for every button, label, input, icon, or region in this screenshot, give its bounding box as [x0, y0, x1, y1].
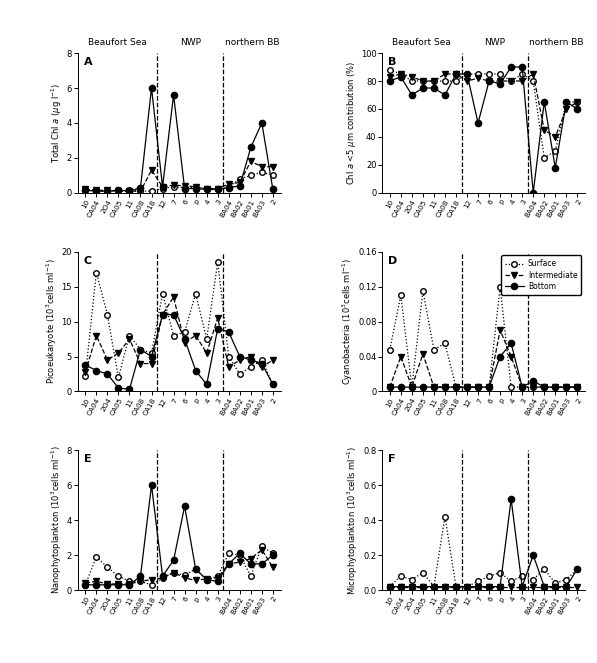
Text: B: B: [388, 57, 396, 67]
Y-axis label: Chl $a$ <5 $\mu$m contribution (%): Chl $a$ <5 $\mu$m contribution (%): [345, 61, 358, 185]
Y-axis label: Nanophytoplankton (10$^3$cells ml$^{-1}$): Nanophytoplankton (10$^3$cells ml$^{-1}$…: [50, 446, 64, 595]
Text: D: D: [388, 256, 398, 266]
Text: northern BB: northern BB: [224, 38, 279, 48]
Text: Beaufort Sea: Beaufort Sea: [88, 38, 147, 48]
Legend: Surface, Intermediate, Bottom: Surface, Intermediate, Bottom: [501, 255, 581, 294]
Text: E: E: [84, 454, 91, 464]
Text: NWP: NWP: [180, 38, 201, 48]
Y-axis label: Cyanobacteria (10$^3$cells ml$^{-1}$): Cyanobacteria (10$^3$cells ml$^{-1}$): [341, 258, 355, 385]
Text: A: A: [84, 57, 93, 67]
Y-axis label: Microphytoplankton (10$^3$cells ml$^{-1}$): Microphytoplankton (10$^3$cells ml$^{-1}…: [346, 446, 361, 595]
Y-axis label: Total Chl $a$ ($\mu$g l$^{-1}$): Total Chl $a$ ($\mu$g l$^{-1}$): [50, 83, 64, 163]
Y-axis label: Picoeukaryote (10$^3$cells ml$^{-1}$): Picoeukaryote (10$^3$cells ml$^{-1}$): [44, 259, 59, 385]
Text: NWP: NWP: [484, 38, 505, 48]
Text: C: C: [84, 256, 92, 266]
Text: F: F: [388, 454, 396, 464]
Text: northern BB: northern BB: [529, 38, 584, 48]
Text: Beaufort Sea: Beaufort Sea: [392, 38, 451, 48]
